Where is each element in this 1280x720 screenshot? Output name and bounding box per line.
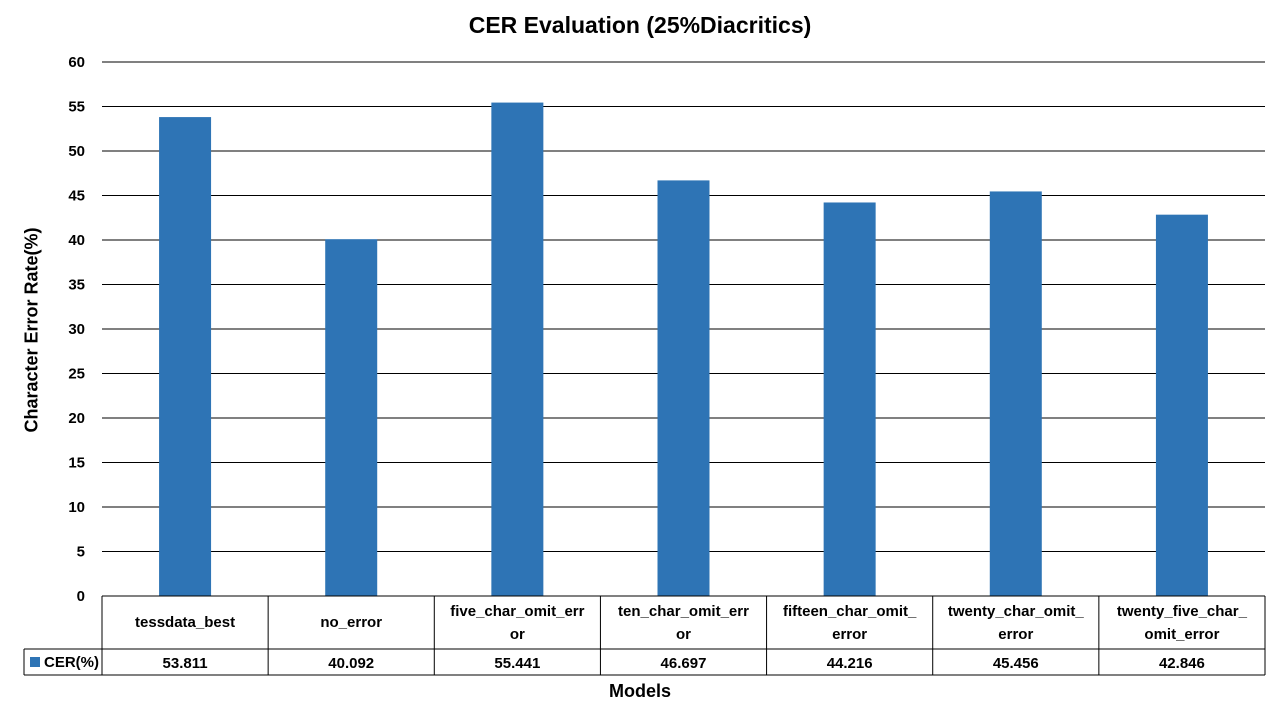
y-tick-label: 20 — [68, 410, 85, 427]
y-tick-label: 5 — [77, 544, 85, 561]
data-label: 44.216 — [827, 655, 873, 672]
data-label: 55.441 — [494, 655, 540, 672]
bar — [1155, 214, 1208, 596]
category-label: tessdata_best — [135, 614, 235, 631]
data-label: 46.697 — [661, 655, 707, 672]
chart-title: CER Evaluation (25%Diacritics) — [468, 12, 812, 38]
data-label: 40.092 — [328, 655, 374, 672]
y-tick-label: 10 — [68, 499, 85, 516]
y-tick-label: 30 — [68, 321, 85, 338]
bar — [159, 117, 212, 597]
data-label: 42.846 — [1159, 655, 1205, 672]
bar — [491, 102, 544, 596]
legend-key — [30, 657, 40, 667]
y-tick-label: 25 — [68, 366, 85, 383]
data-table: tessdata_best no_error five_char_omit_erro… — [23, 595, 1266, 676]
bar — [657, 180, 710, 596]
category-label: fifteen_char_omit_ — [783, 603, 917, 620]
data-label: 53.811 — [163, 655, 208, 672]
y-tick-label: 40 — [68, 232, 85, 249]
x-axis-label: Models — [608, 681, 671, 701]
y-tick-label: 50 — [68, 143, 85, 160]
category-label: twenty_five_char_ — [1117, 603, 1248, 620]
data-label: 45.456 — [993, 655, 1039, 672]
y-tick-label: 55 — [68, 99, 85, 116]
bars — [159, 102, 1208, 597]
category-label: error — [998, 626, 1033, 643]
category-label: twenty_char_omit_ — [948, 603, 1085, 620]
category-label: five_char_omit_err — [450, 603, 584, 620]
bar — [989, 191, 1042, 597]
y-tick-label: 45 — [68, 188, 85, 205]
bar — [823, 202, 876, 596]
category-label: omit_error — [1144, 626, 1219, 643]
category-label: error — [832, 626, 867, 643]
y-tick-label: 60 — [68, 54, 85, 71]
y-tick-label: 15 — [68, 455, 85, 472]
category-label: no_error — [320, 614, 382, 631]
category-label: ten_char_omit_err — [618, 603, 749, 620]
category-label: or — [510, 626, 525, 643]
y-tick-label: 0 — [77, 588, 85, 605]
y-tick-label: 35 — [68, 277, 85, 294]
y-axis-ticks: 0 5 10 15 20 25 30 35 40 45 50 55 60 — [68, 54, 85, 605]
category-label: or — [676, 626, 691, 643]
bar — [325, 239, 378, 596]
legend-label: CER(%) — [44, 654, 99, 671]
y-axis-label: Character Error Rate(%) — [21, 227, 42, 433]
